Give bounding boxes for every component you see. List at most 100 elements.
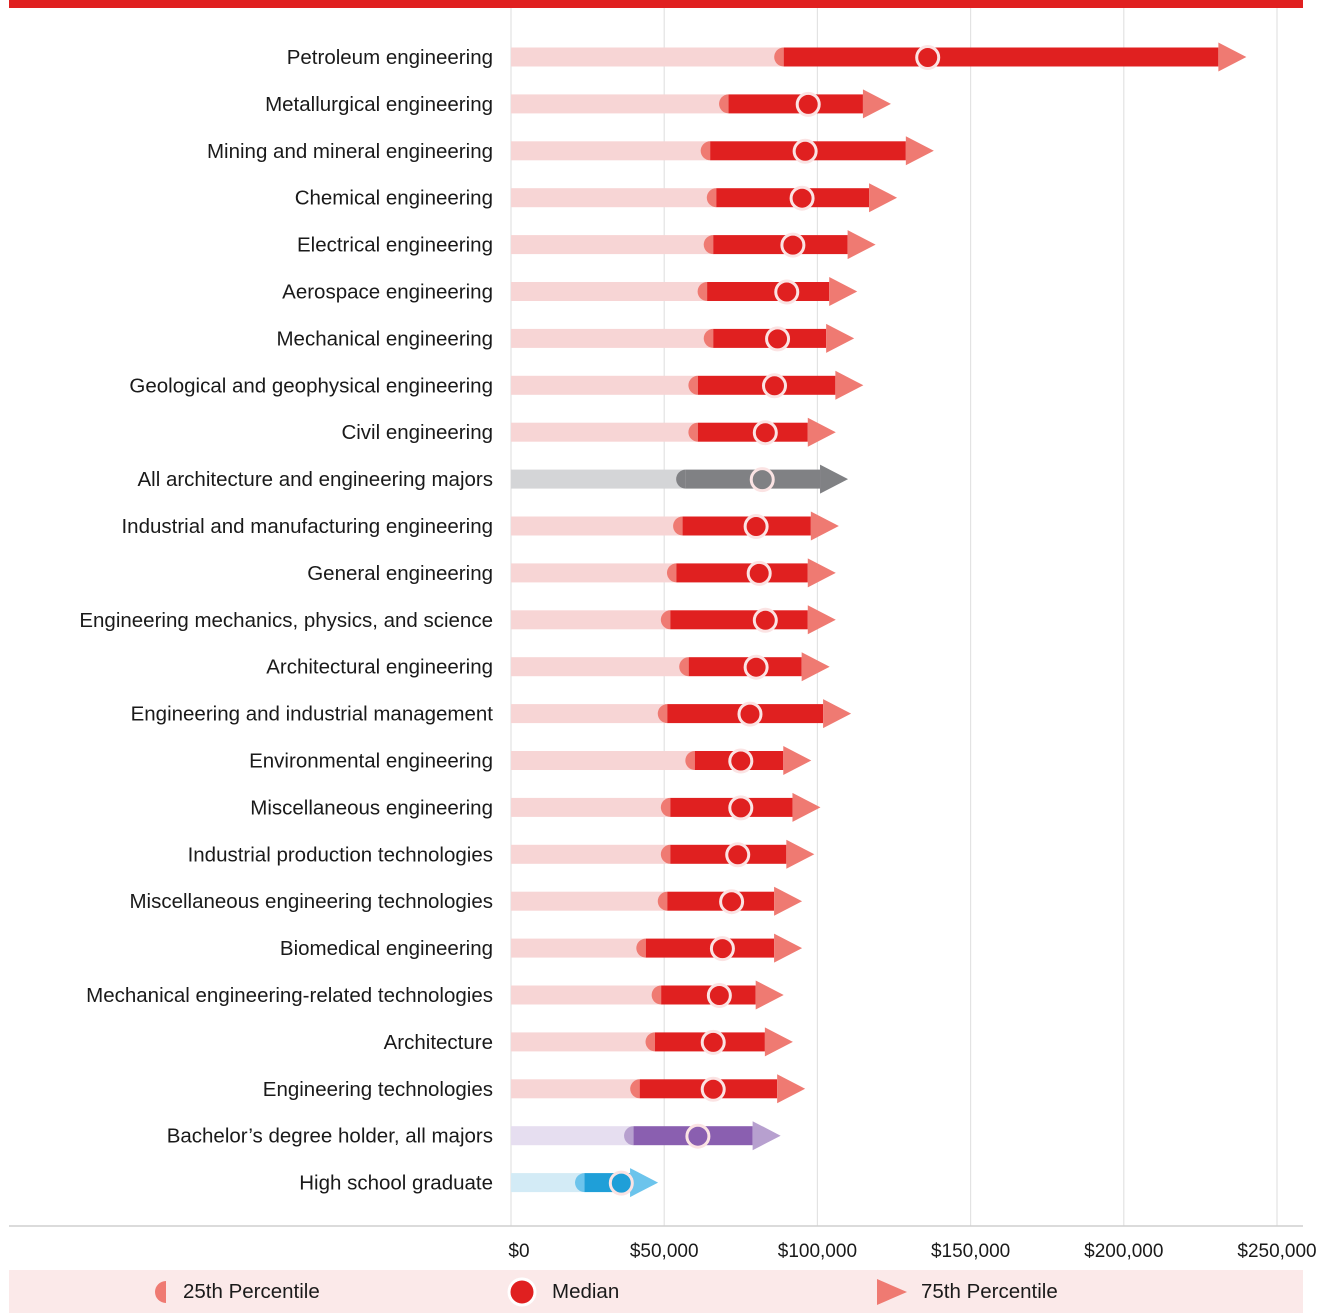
below-p25-bar [511, 375, 698, 395]
category-label: Miscellaneous engineering [250, 796, 493, 819]
p25-marker [703, 235, 714, 255]
x-tick-label: $50,000 [630, 1241, 699, 1262]
median-marker [743, 654, 769, 680]
median-marker [725, 842, 751, 868]
median-marker [765, 326, 791, 352]
p25-marker [673, 516, 683, 536]
p25-marker [657, 891, 668, 911]
median-marker [752, 607, 778, 633]
p75-marker [1218, 42, 1247, 72]
p75-marker [847, 230, 876, 260]
below-p25-bar [511, 1032, 656, 1052]
p25-marker [697, 282, 708, 301]
median-marker [762, 373, 788, 399]
p25-marker [774, 47, 784, 67]
half-circle-icon [155, 1280, 166, 1303]
category-label: Engineering mechanics, physics, and scie… [79, 609, 493, 632]
below-p25-bar [511, 188, 717, 208]
legend: 25th Percentile Median 75th Percentile [9, 1270, 1303, 1313]
below-p25-bar [511, 516, 683, 536]
x-tick-label: $100,000 [778, 1241, 857, 1262]
median-marker [746, 560, 772, 586]
p75-marker [801, 652, 830, 682]
x-tick-label: $150,000 [931, 1241, 1010, 1262]
x-tick-label: $0 [508, 1241, 529, 1262]
median-marker [706, 983, 732, 1008]
below-p25-bar [511, 235, 714, 255]
p75-marker [810, 511, 839, 541]
category-label: General engineering [307, 562, 493, 585]
below-p25-bar [511, 1173, 585, 1193]
median-marker [752, 420, 778, 446]
p75-marker [826, 323, 855, 353]
p75-marker [835, 370, 864, 400]
p25-marker [660, 610, 671, 630]
category-label: Industrial production technologies [188, 843, 493, 866]
p75-marker [823, 699, 852, 729]
median-marker [700, 1076, 726, 1102]
category-label: Civil engineering [341, 421, 493, 444]
p75-marker [829, 277, 858, 306]
category-label: Electrical engineering [297, 234, 493, 257]
legend-item-p75: 75th Percentile [877, 1270, 1058, 1313]
x-tick-label: $250,000 [1237, 1241, 1316, 1262]
circle-icon [507, 1277, 537, 1306]
iqr-bar [707, 282, 830, 301]
median-marker [737, 701, 763, 727]
below-p25-bar [511, 610, 671, 630]
below-p25-bar [511, 1126, 634, 1146]
p75-marker [862, 89, 891, 119]
p25-marker [700, 141, 711, 161]
p25-marker [688, 422, 698, 442]
median-marker [774, 279, 800, 305]
p75-marker [807, 558, 836, 588]
median-marker [743, 514, 769, 539]
legend-item-median: Median [506, 1270, 619, 1313]
p75-marker [630, 1168, 659, 1198]
p75-marker [807, 605, 836, 635]
x-axis: $0 $50,000 $100,000 $150,000 $200,000 $250,00… [9, 1225, 1317, 1262]
p25-marker [651, 985, 662, 1005]
below-p25-bar [511, 891, 668, 911]
p75-marker [783, 746, 812, 775]
p25-marker [719, 94, 729, 114]
category-label: All architecture and engineering majors [137, 468, 493, 491]
p75-marker [777, 1074, 806, 1104]
top-accent-bar [9, 0, 1303, 8]
legend-label-p25: 25th Percentile [183, 1279, 320, 1303]
legend-item-p25: 25th Percentile [147, 1270, 320, 1313]
category-label: Engineering and industrial management [131, 703, 494, 726]
category-label: Miscellaneous engineering technologies [129, 890, 493, 913]
p25-marker [624, 1126, 634, 1146]
p75-marker [792, 792, 821, 822]
p75-marker [786, 839, 815, 869]
iqr-bar [783, 47, 1219, 67]
p75-marker [764, 1027, 793, 1057]
below-p25-bar [511, 704, 668, 724]
p25-marker [666, 563, 677, 583]
p75-marker [752, 1121, 781, 1151]
p25-marker [706, 188, 717, 208]
category-label: Industrial and manufacturing engineering [121, 515, 493, 538]
p75-marker [774, 933, 803, 963]
p75-marker [905, 136, 934, 166]
category-label: Geological and geophysical engineering [129, 374, 493, 397]
median-marker [608, 1170, 634, 1196]
median-marker [915, 45, 941, 70]
median-marker [789, 185, 815, 211]
category-label: Bachelor’s degree holder, all majors [167, 1125, 493, 1148]
iqr-bar [670, 610, 808, 630]
median-marker [728, 795, 754, 821]
category-label: High school graduate [299, 1172, 493, 1195]
p75-marker [755, 980, 784, 1010]
category-label: Engineering technologies [263, 1078, 493, 1101]
median-marker [795, 91, 821, 117]
below-p25-bar [511, 657, 689, 677]
salary-range-chart: Petroleum engineering Metallurgical engin… [9, 8, 1317, 1262]
median-marker [749, 467, 775, 493]
below-p25-bar [511, 751, 695, 770]
grid-lines [510, 8, 1278, 1226]
median-marker [719, 889, 745, 915]
category-label: Biomedical engineering [280, 937, 493, 960]
below-p25-bar [511, 938, 646, 958]
